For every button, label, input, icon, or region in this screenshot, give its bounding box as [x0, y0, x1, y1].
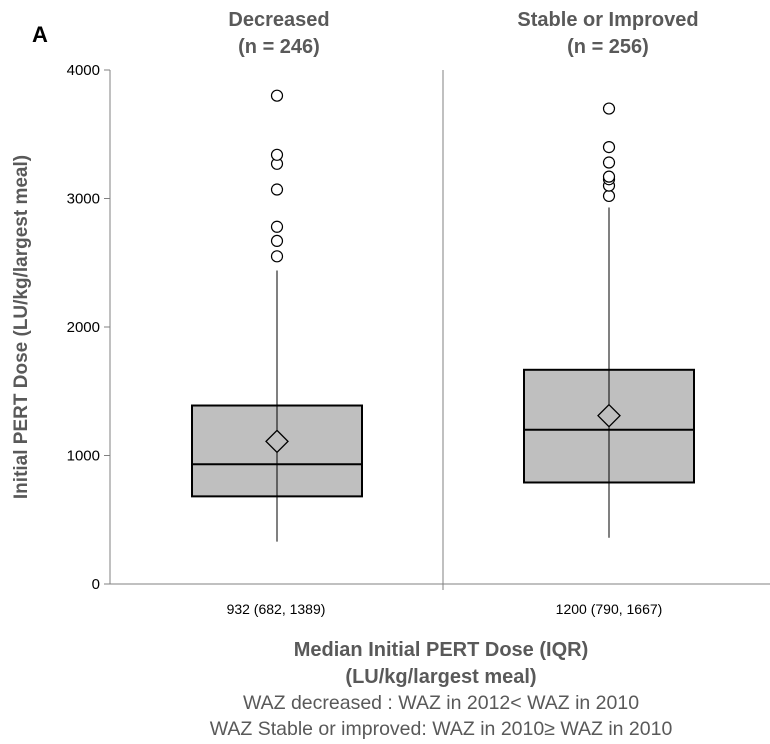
- group-header-decreased: Decreased: [228, 9, 329, 31]
- outlier-point: [270, 234, 284, 248]
- group-count-stable: (n = 256): [567, 36, 649, 58]
- summary-stable: 1200 (790, 1667): [556, 601, 663, 617]
- outlier-point: [602, 102, 616, 115]
- y-tick-label: 3000: [67, 191, 100, 208]
- outlier-point: [602, 170, 616, 183]
- outlier-point: [602, 156, 616, 169]
- outlier-point: [270, 89, 284, 102]
- group-header-stable: Stable or Improved: [517, 9, 698, 31]
- footnote-stable: WAZ Stable or improved: WAZ in 2010≥ WAZ…: [210, 718, 673, 740]
- axes: [109, 70, 770, 590]
- group-count-decreased: (n = 246): [238, 36, 320, 58]
- footnote-decreased: WAZ decreased : WAZ in 2012< WAZ in 2010: [243, 692, 639, 714]
- outlier-point: [270, 148, 284, 161]
- y-tick-label: 0: [92, 576, 100, 593]
- x-axis-label-line2: (LU/kg/largest meal): [345, 666, 536, 688]
- outlier-point: [602, 189, 616, 203]
- boxes: [191, 89, 695, 542]
- panel-label: A: [32, 22, 48, 47]
- y-tick-label: 4000: [67, 62, 100, 79]
- mean-marker: [597, 403, 621, 428]
- outlier-point: [270, 183, 284, 196]
- x-axis-label-line1: Median Initial PERT Dose (IQR): [294, 639, 588, 661]
- outlier-point: [270, 250, 284, 263]
- summary-decreased: 932 (682, 1389): [227, 601, 326, 617]
- y-tick-label: 2000: [67, 319, 100, 336]
- box-group: [523, 102, 695, 538]
- outlier-point: [270, 220, 284, 233]
- y-axis-label: Initial PERT Dose (LU/kg/largest meal): [11, 155, 32, 499]
- box-group: [191, 89, 363, 542]
- y-tick-label: 1000: [67, 448, 100, 465]
- outlier-point: [602, 141, 616, 154]
- mean-marker: [265, 429, 289, 454]
- y-ticks: 0 1000 2000 3000 4000: [67, 62, 110, 593]
